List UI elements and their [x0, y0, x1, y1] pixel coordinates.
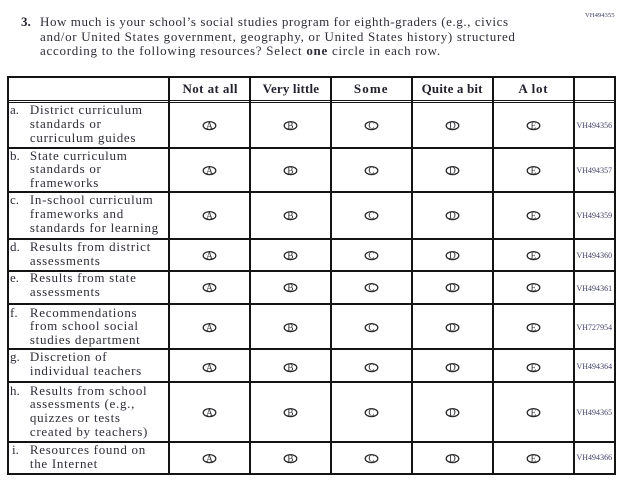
svg-text:D: D	[449, 408, 456, 418]
svg-text:A: A	[206, 322, 213, 332]
svg-text:B: B	[287, 210, 293, 220]
svg-text:C: C	[368, 362, 374, 372]
svg-text:A: A	[206, 454, 213, 464]
svg-text:B: B	[287, 283, 293, 293]
svg-text:C: C	[368, 322, 374, 332]
svg-text:E: E	[530, 362, 536, 372]
svg-text:C: C	[368, 283, 374, 293]
svg-text:A: A	[206, 362, 213, 372]
svg-text:C: C	[368, 454, 374, 464]
svg-text:D: D	[449, 166, 456, 176]
svg-text:B: B	[287, 251, 293, 261]
svg-text:D: D	[449, 283, 456, 293]
svg-text:A: A	[206, 408, 213, 418]
svg-text:D: D	[449, 454, 456, 464]
svg-text:E: E	[530, 408, 536, 418]
svg-text:B: B	[287, 408, 293, 418]
svg-text:B: B	[287, 362, 293, 372]
svg-text:A: A	[206, 210, 213, 220]
svg-text:D: D	[449, 362, 456, 372]
svg-text:A: A	[206, 166, 213, 176]
svg-text:A: A	[206, 251, 213, 261]
svg-text:E: E	[530, 210, 536, 220]
svg-text:A: A	[206, 121, 213, 131]
svg-text:E: E	[530, 121, 536, 131]
svg-text:E: E	[530, 166, 536, 176]
svg-text:C: C	[368, 210, 374, 220]
svg-text:D: D	[449, 121, 456, 131]
svg-text:E: E	[530, 251, 536, 261]
svg-text:D: D	[449, 210, 456, 220]
svg-text:E: E	[530, 283, 536, 293]
svg-text:B: B	[287, 166, 293, 176]
svg-text:B: B	[287, 121, 293, 131]
svg-text:B: B	[287, 454, 293, 464]
svg-text:E: E	[530, 454, 536, 464]
svg-text:D: D	[449, 251, 456, 261]
svg-text:C: C	[368, 166, 374, 176]
svg-text:B: B	[287, 322, 293, 332]
svg-text:E: E	[530, 322, 536, 332]
svg-text:D: D	[449, 322, 456, 332]
svg-text:C: C	[368, 251, 374, 261]
svg-text:C: C	[368, 408, 374, 418]
svg-text:A: A	[206, 283, 213, 293]
svg-text:C: C	[368, 121, 374, 131]
